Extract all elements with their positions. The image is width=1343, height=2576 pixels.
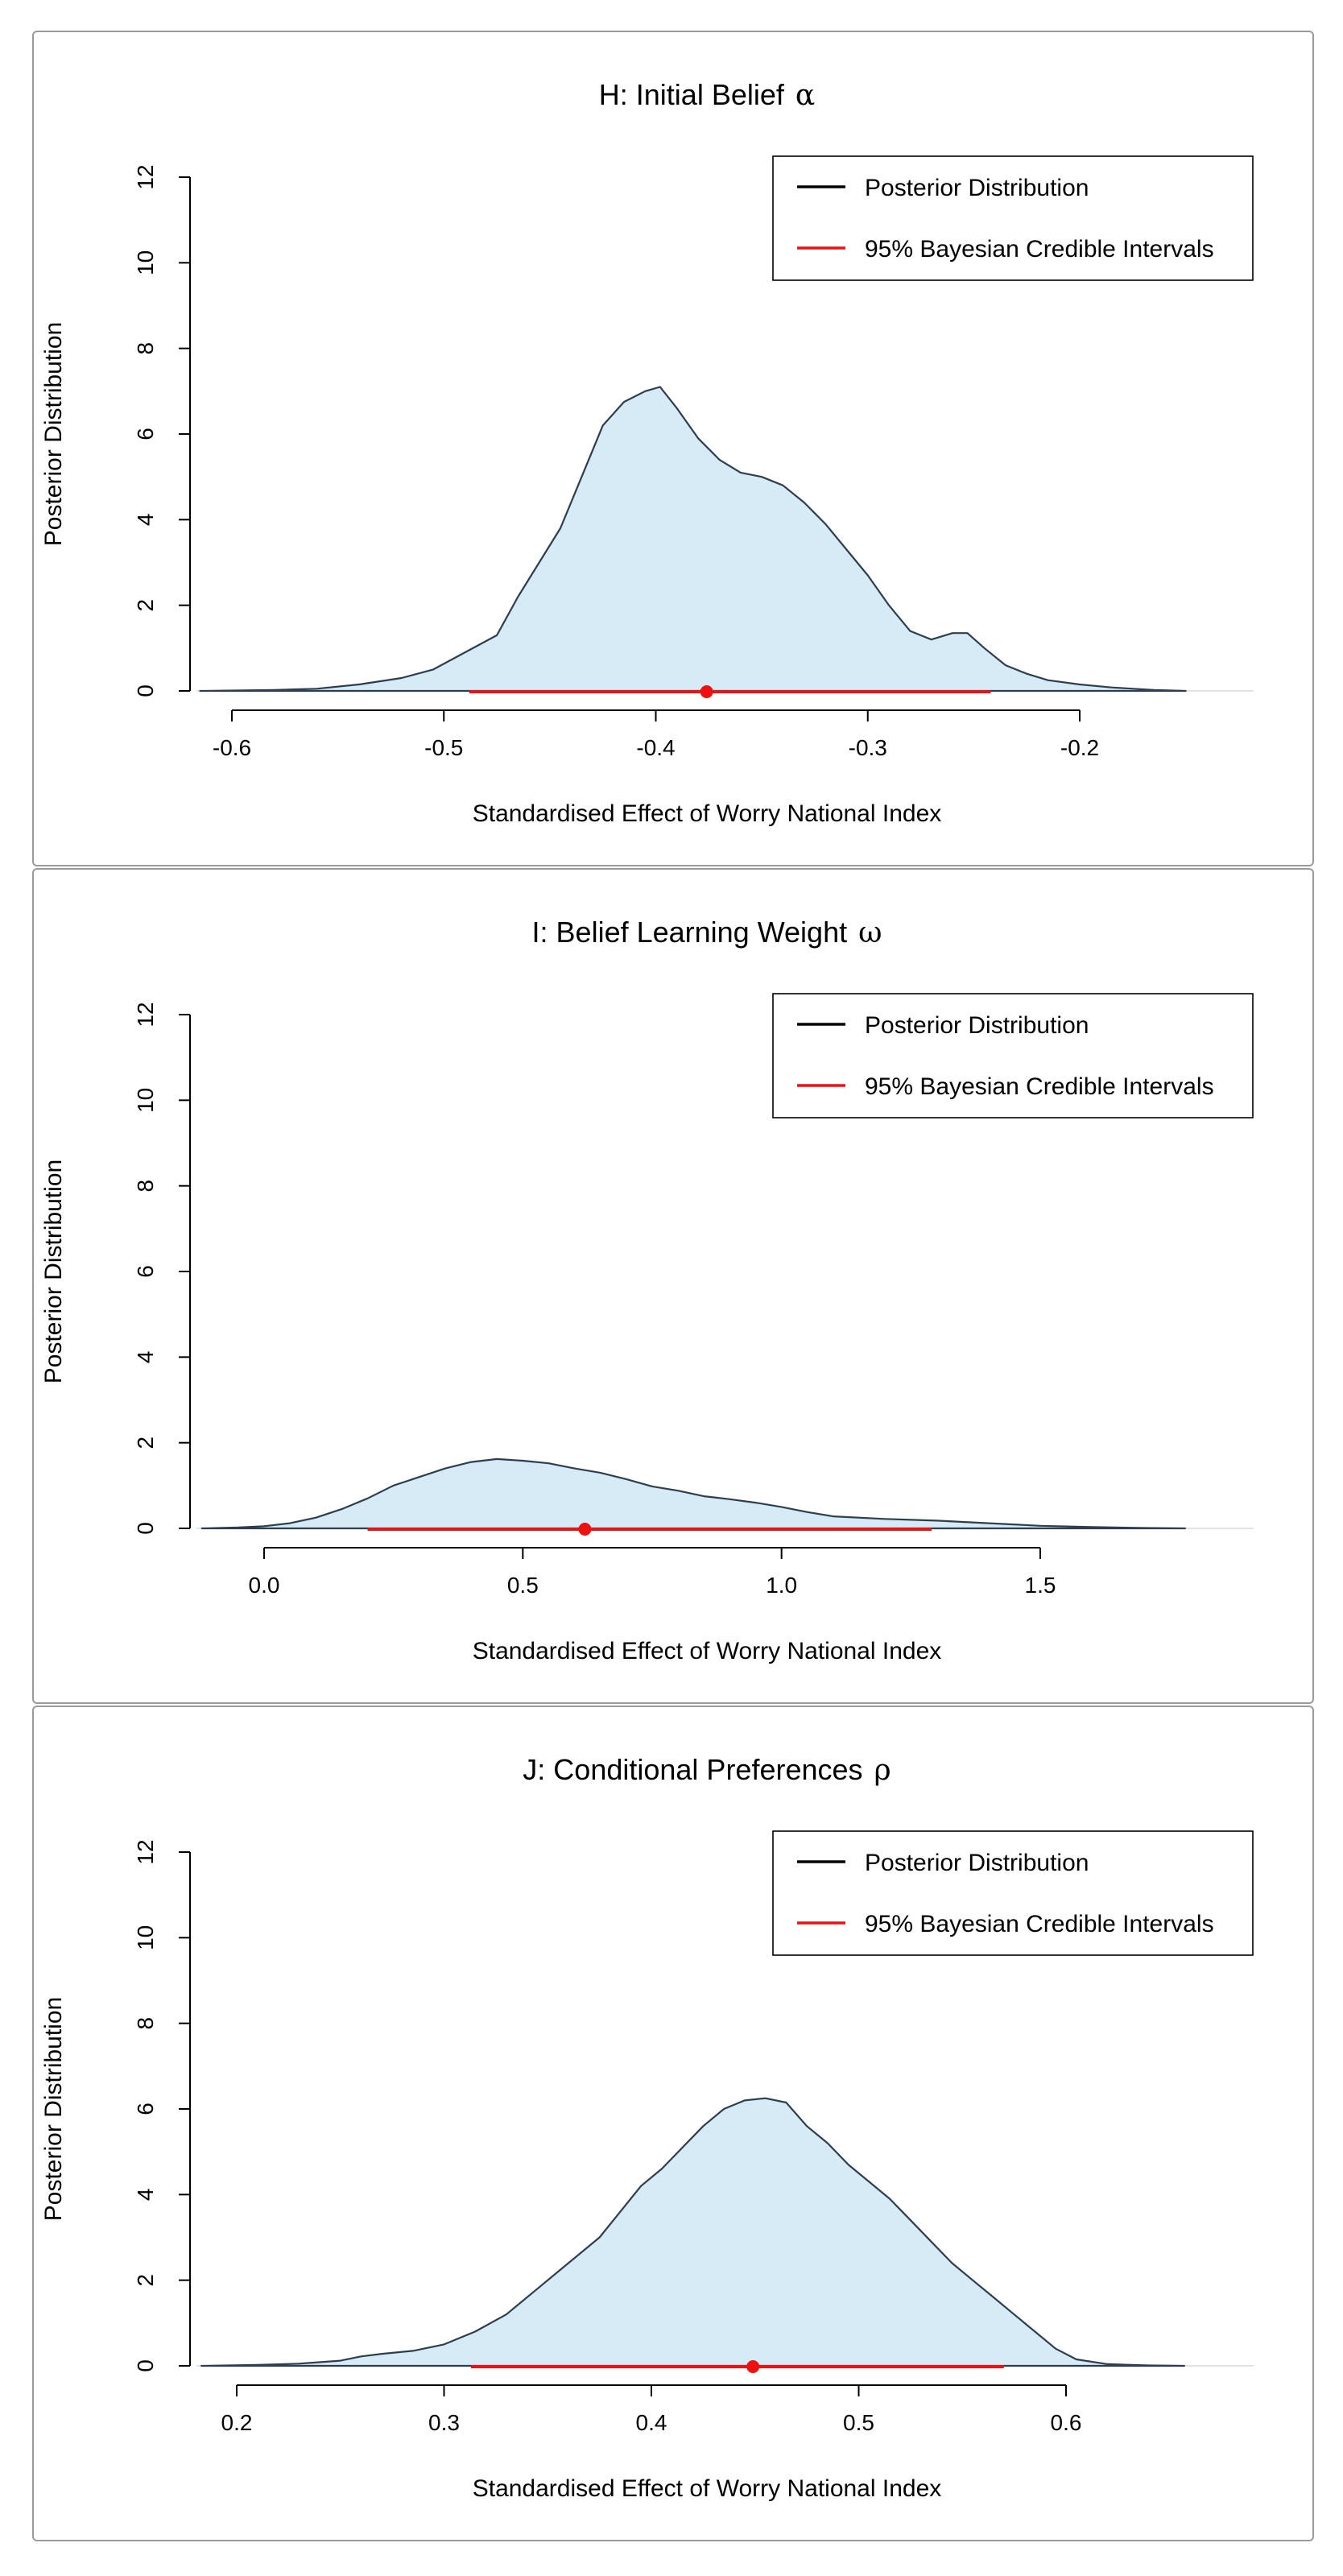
y-tick-label: 4: [133, 2189, 158, 2202]
y-tick-label: 10: [133, 1925, 158, 1950]
x-tick-label: 0.4: [636, 2410, 667, 2435]
x-tick-label: 0.3: [428, 2410, 460, 2435]
y-axis-label: Posterior Distribution: [40, 322, 67, 546]
legend-box: [772, 1830, 1254, 1956]
y-tick-label: 6: [133, 2103, 158, 2115]
y-tick-label: 10: [133, 1088, 158, 1113]
x-tick-label: 0.5: [843, 2410, 874, 2435]
y-tick-label: 12: [133, 1002, 158, 1027]
posterior-density-area: [200, 2097, 1185, 2367]
legend: Posterior Distribution 95% Bayesian Cred…: [772, 993, 1254, 1118]
x-tick-label: 1.0: [766, 1573, 797, 1598]
y-tick-label: 8: [133, 1180, 158, 1193]
x-tick-label: -0.3: [849, 735, 887, 760]
y-axis: 0 2 4 6 8 10 12: [133, 164, 191, 697]
y-axis: 0 2 4 6 8 10 12: [133, 1839, 191, 2372]
x-tick-label: 0.6: [1051, 2410, 1082, 2435]
credible-interval-point: [746, 2360, 760, 2373]
y-tick-label: 0: [133, 1522, 158, 1535]
credible-interval-point: [700, 685, 713, 698]
x-tick-label: 0.2: [221, 2410, 253, 2435]
y-tick-label: 4: [133, 1351, 158, 1364]
y-tick-label: 0: [133, 2359, 158, 2372]
legend: Posterior Distribution 95% Bayesian Cred…: [772, 155, 1254, 281]
y-axis: 0 2 4 6 8 10 12: [133, 1002, 191, 1535]
legend-box: [772, 155, 1254, 281]
legend-label-posterior: Posterior Distribution: [865, 1850, 1089, 1876]
x-axis-label: Standardised Effect of Worry National In…: [473, 800, 942, 827]
y-tick-label: 6: [133, 428, 158, 440]
x-axis-label: Standardised Effect of Worry National In…: [473, 1638, 942, 1664]
x-tick-label: -0.2: [1060, 735, 1099, 760]
y-tick-label: 12: [133, 1839, 158, 1864]
x-tick-label: -0.6: [213, 735, 251, 760]
posterior-density-area: [199, 386, 1187, 693]
chart-title: I: Belief Learning Weight ω: [532, 916, 882, 949]
y-tick-label: 6: [133, 1265, 158, 1278]
y-tick-label: 10: [133, 250, 158, 275]
legend-label-posterior: Posterior Distribution: [865, 175, 1089, 201]
x-tick-label: -0.5: [424, 735, 463, 760]
y-axis-label: Posterior Distribution: [40, 1997, 67, 2221]
x-axis: 0.0 0.5 1.0 1.5: [249, 1547, 1056, 1598]
x-tick-label: 0.5: [507, 1573, 539, 1598]
legend-box: [772, 993, 1254, 1118]
legend: Posterior Distribution 95% Bayesian Cred…: [772, 1830, 1254, 1956]
x-tick-label: 1.5: [1025, 1573, 1056, 1598]
y-tick-label: 0: [133, 684, 158, 697]
chart-j: J: Conditional Preferences ρ 0 2 4 6 8 10 12 0.…: [40, 1753, 1254, 2502]
x-tick-label: 0.0: [249, 1573, 280, 1598]
y-tick-label: 2: [133, 1437, 158, 1449]
y-axis-label: Posterior Distribution: [40, 1160, 67, 1383]
x-axis: 0.2 0.3 0.4 0.5 0.6: [221, 2384, 1082, 2435]
y-tick-label: 2: [133, 599, 158, 612]
chart-title: H: Initial Belief α: [599, 78, 815, 112]
x-axis: -0.6 -0.5 -0.4 -0.3 -0.2: [213, 709, 1099, 760]
legend-label-interval: 95% Bayesian Credible Intervals: [865, 1073, 1214, 1100]
legend-label-interval: 95% Bayesian Credible Intervals: [865, 236, 1214, 263]
chart-panel-i: I: Belief Learning Weight ω 0 2 4 6 8 10 12 0.0…: [32, 868, 1314, 1704]
x-tick-label: -0.4: [636, 735, 675, 760]
legend-label-posterior: Posterior Distribution: [865, 1012, 1089, 1039]
x-axis-label: Standardised Effect of Worry National In…: [473, 2475, 942, 2502]
chart-panel-j: J: Conditional Preferences ρ 0 2 4 6 8 10 12 0.…: [32, 1706, 1314, 2541]
y-tick-label: 2: [133, 2274, 158, 2287]
credible-interval-point: [578, 1523, 592, 1536]
y-tick-label: 4: [133, 514, 158, 527]
y-tick-label: 8: [133, 342, 158, 355]
y-tick-label: 12: [133, 164, 158, 189]
chart-panel-h: H: Initial Belief α 0 2 4 6 8 10 12 -0.6 -0.5 -0.…: [32, 31, 1314, 866]
posterior-density-area: [200, 1458, 1186, 1530]
chart-i: I: Belief Learning Weight ω 0 2 4 6 8 10 12 0.0…: [40, 916, 1254, 1664]
y-tick-label: 8: [133, 2017, 158, 2030]
chart-title: J: Conditional Preferences ρ: [523, 1753, 891, 1787]
legend-label-interval: 95% Bayesian Credible Intervals: [865, 1911, 1214, 1937]
